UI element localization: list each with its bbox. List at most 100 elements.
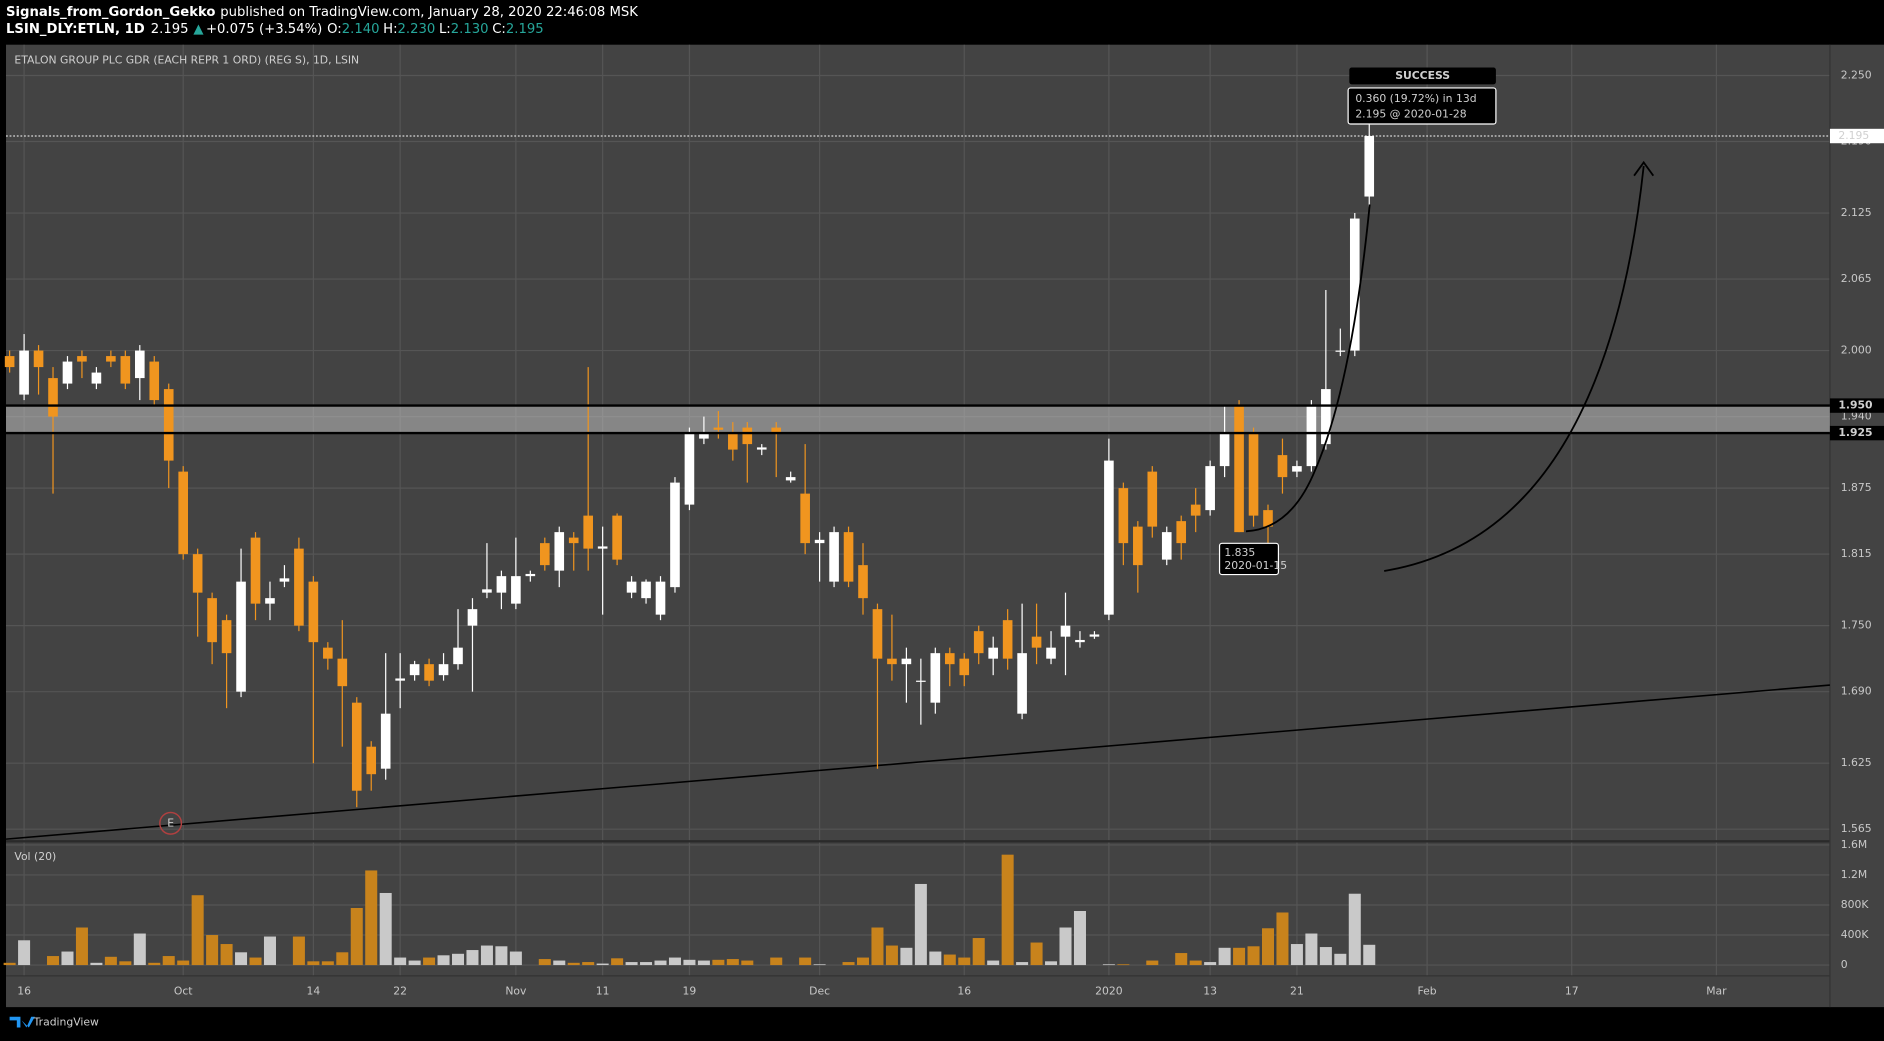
volume-tick-label: 400K <box>1841 928 1870 941</box>
volume-bar <box>495 946 508 966</box>
candle-body <box>1335 350 1346 352</box>
candle-body <box>77 356 87 362</box>
volume-title: Vol (20) <box>14 850 56 863</box>
x-tick-label: 13 <box>1203 984 1217 997</box>
volume-bar <box>1146 960 1159 966</box>
candle-body <box>1133 526 1143 566</box>
candle-body <box>1104 460 1114 615</box>
candle-body <box>207 598 217 643</box>
volume-bar <box>683 959 696 966</box>
volume-bar <box>799 957 812 966</box>
volume-bar <box>668 957 681 966</box>
candle-body <box>973 631 984 654</box>
c: 2.195 <box>506 22 544 37</box>
volume-bar <box>1189 960 1202 966</box>
candle-body <box>858 565 868 599</box>
volume-tick-label: 1.2M <box>1841 868 1868 881</box>
candle-body <box>887 658 897 665</box>
candle-body <box>1118 488 1129 544</box>
volume-bar <box>1261 928 1275 966</box>
candle-body <box>395 678 405 681</box>
volume-bar <box>712 959 725 966</box>
volume-bar <box>177 960 190 966</box>
brand[interactable]: TradingView <box>33 1016 99 1029</box>
x-tick-label: Nov <box>505 984 527 997</box>
candle-body <box>1292 466 1302 472</box>
volume-bar <box>972 938 985 966</box>
volume-bar <box>538 959 551 966</box>
volume-bar <box>625 962 638 966</box>
volume-bar <box>220 944 233 966</box>
candle-body <box>120 356 131 384</box>
volume-tick-label: 800K <box>1841 898 1870 911</box>
candle-body <box>1161 532 1172 560</box>
x-tick-label: 17 <box>1565 984 1579 997</box>
volume-bar <box>596 963 609 966</box>
volume-bar <box>1059 927 1072 966</box>
candle-body <box>438 664 449 676</box>
candle-body <box>453 647 463 665</box>
x-tick-label: 16 <box>17 984 31 997</box>
candle-body <box>4 356 15 368</box>
candle-body <box>1205 466 1215 511</box>
level-label: 1.950 <box>1838 399 1872 412</box>
y-tick-label: 2.125 <box>1841 206 1872 219</box>
volume-bar <box>1030 942 1043 966</box>
x-tick-label: 16 <box>957 984 971 997</box>
volume-bar <box>75 927 88 966</box>
candle-body <box>511 576 521 604</box>
volume-bar <box>1073 910 1086 966</box>
success-label: SUCCESS <box>1395 69 1450 82</box>
candle-body <box>641 581 651 599</box>
volume-bar <box>104 956 117 966</box>
volume-bar <box>1204 962 1217 966</box>
volume-bar <box>509 951 522 966</box>
volume-bar <box>365 870 378 966</box>
candle-body <box>1263 510 1273 527</box>
candle-body <box>1364 136 1375 197</box>
candle-body <box>106 356 116 362</box>
candle-body <box>178 471 188 555</box>
volume-bar <box>47 956 60 966</box>
volume-bar <box>206 935 219 966</box>
volume-bar <box>336 952 349 966</box>
event-marker-label[interactable]: E <box>167 816 174 829</box>
volume-tick-label: 1.6M <box>1841 838 1868 851</box>
candle-body <box>684 433 695 505</box>
candle-body <box>424 664 434 681</box>
volume-bar <box>350 907 363 966</box>
volume-bar <box>1276 912 1289 966</box>
candle-body <box>1075 639 1085 643</box>
y-tick-label: 1.565 <box>1841 822 1872 835</box>
volume-tick-label: 0 <box>1841 958 1848 971</box>
candle-body <box>366 746 377 775</box>
volume-bar <box>943 954 956 966</box>
trendline <box>5 684 1830 840</box>
candle-body <box>597 546 608 549</box>
event-marker[interactable] <box>159 811 183 835</box>
volume-bar <box>871 927 884 966</box>
volume-bar <box>1001 854 1014 966</box>
volume-bar <box>1117 964 1130 966</box>
candle-body <box>525 573 536 577</box>
candle-body <box>323 647 333 659</box>
x-tick-label: 2020 <box>1095 984 1123 997</box>
volume-bar <box>900 947 913 966</box>
candle-body <box>1219 433 1230 467</box>
chart-title: ETALON GROUP PLC GDR (EACH REPR 1 ORD) (… <box>14 53 359 66</box>
candle-body <box>1190 504 1201 516</box>
candle-body <box>294 548 304 626</box>
volume-bar <box>611 958 624 966</box>
logo[interactable] <box>9 1016 35 1028</box>
candle-body <box>916 680 926 682</box>
volume-bar <box>813 964 826 966</box>
o: 2.140 <box>342 22 380 37</box>
candle-body <box>467 609 478 626</box>
result-detail: 2.195 @ 2020-01-28 <box>1355 107 1466 120</box>
candle-body <box>930 653 941 703</box>
candle-body <box>33 350 44 368</box>
volume-bar <box>582 962 595 966</box>
volume-bar <box>1334 953 1347 966</box>
x-tick-label: Mar <box>1706 984 1727 997</box>
